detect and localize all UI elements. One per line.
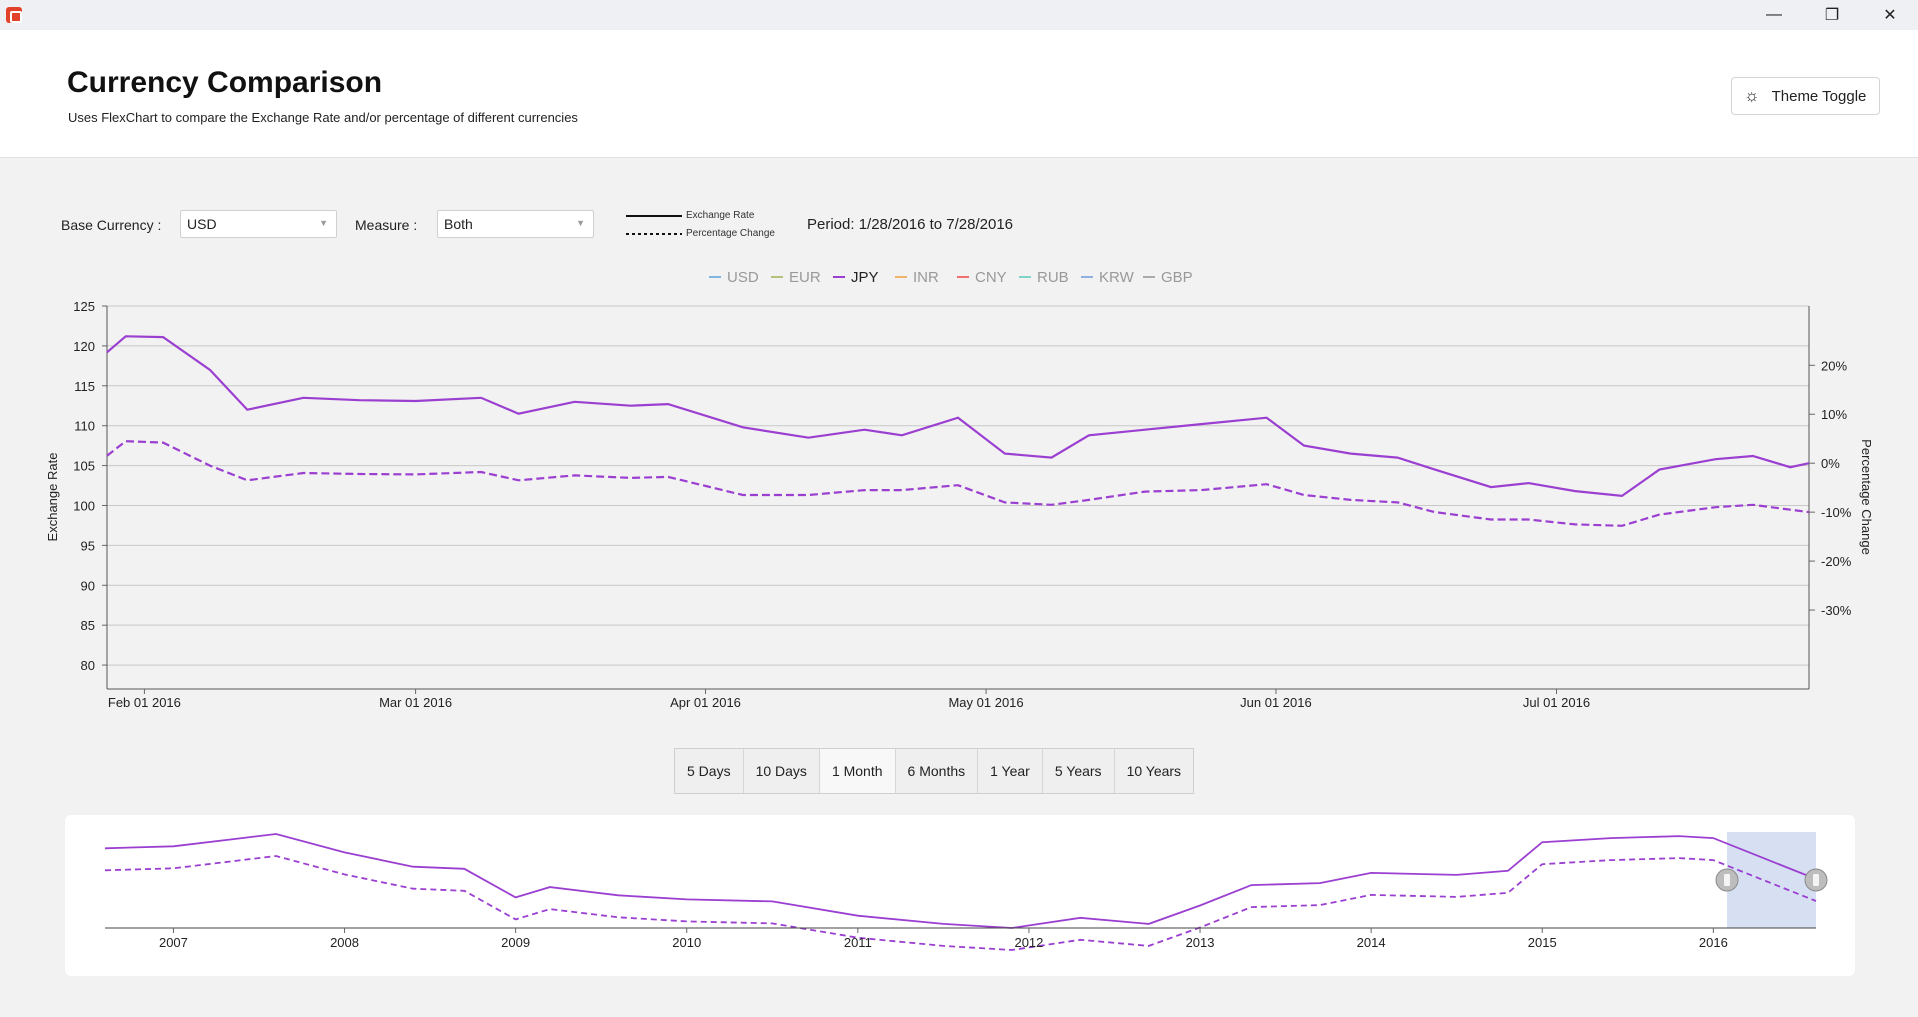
x-tick-label: Apr 01 2016	[670, 695, 741, 710]
y2-tick-label: 20%	[1821, 358, 1847, 373]
legend-label: RUB	[1037, 269, 1069, 286]
line-style-legend-swatches	[626, 215, 682, 235]
y-tick-label: 125	[73, 299, 95, 314]
y-tick-label: 115	[74, 379, 95, 394]
range-button-5-days[interactable]: 5 Days	[675, 749, 744, 793]
legend-label: JPY	[851, 269, 879, 286]
series-jpy-percentage-change-line	[106, 440, 1810, 527]
legend-item-gbp[interactable]: GBP	[1143, 269, 1193, 286]
legend-item-usd[interactable]: USD	[709, 269, 759, 286]
y-tick-label: 120	[73, 339, 95, 354]
sun-icon: ☼	[1744, 86, 1760, 105]
chevron-down-icon: ▼	[576, 218, 585, 228]
main-chart[interactable]: USD EUR JPY INR CNY RUB KRW GBP 125 120 115 110 105 1…	[0, 0, 1918, 720]
legend-item-inr[interactable]: INR	[895, 269, 939, 286]
window-titlebar: — ❐ ✕	[0, 0, 1918, 30]
restore-icon[interactable]: ❐	[1824, 7, 1840, 24]
theme-toggle-label: Theme Toggle	[1771, 87, 1867, 105]
range-button-10-years[interactable]: 10 Years	[1126, 763, 1182, 779]
range-button-6-months[interactable]: 6 Months	[896, 749, 979, 793]
theme-toggle-button[interactable]: ☼ Theme Toggle	[1731, 77, 1880, 115]
legend-percentage-change: Percentage Change	[686, 228, 775, 239]
x-tick-label: Jul 01 2016	[1523, 695, 1590, 710]
range-button-10-days[interactable]: 10 Days	[744, 749, 820, 793]
legend-label: GBP	[1161, 269, 1193, 286]
legend-label: USD	[727, 269, 759, 286]
measure-label: Measure :	[355, 217, 418, 233]
chevron-down-icon: ▼	[319, 218, 328, 228]
y-tick-label: 100	[73, 498, 95, 513]
legend-item-rub[interactable]: RUB	[1019, 269, 1069, 286]
legend-label: EUR	[789, 269, 821, 286]
measure-select[interactable]: Both ▼	[437, 210, 594, 238]
legend-item-eur[interactable]: EUR	[771, 269, 821, 286]
y-tick-label: 110	[74, 419, 95, 434]
base-currency-value: USD	[187, 216, 217, 232]
page-subtitle: Uses FlexChart to compare the Exchange R…	[68, 110, 578, 125]
page-header: Currency Comparison Uses FlexChart to co…	[0, 30, 1918, 158]
minimize-icon[interactable]: —	[1766, 6, 1782, 23]
legend-item-krw[interactable]: KRW	[1081, 269, 1135, 286]
navigator-panel	[65, 815, 1855, 976]
x-tick-label: Feb 01 2016	[108, 695, 181, 710]
legend-label: CNY	[975, 269, 1007, 286]
legend-item-jpy[interactable]: JPY	[833, 269, 879, 286]
app-icon	[6, 7, 22, 23]
y-tick-label: 90	[81, 578, 95, 593]
y2-tick-label: 10%	[1821, 407, 1847, 422]
chart-gridlines	[107, 305, 1809, 666]
y2-tick-label: -10%	[1821, 505, 1852, 520]
legend-item-cny[interactable]: CNY	[957, 269, 1007, 286]
x-tick-label: Jun 01 2016	[1240, 695, 1312, 710]
range-button-group: 5 Days 10 Days 1 Month 6 Months 1 Year 5 Year…	[674, 748, 1195, 794]
range-button-5-years[interactable]: 5 Years	[1043, 749, 1115, 793]
x-tick-label: Mar 01 2016	[379, 695, 452, 710]
y-tick-label: 105	[73, 459, 95, 474]
base-currency-select[interactable]: USD ▼	[180, 210, 337, 238]
page-title: Currency Comparison	[67, 66, 383, 99]
y2-tick-label: 0%	[1821, 456, 1840, 471]
y2-tick-label: -30%	[1821, 603, 1852, 618]
y2-tick-label: -20%	[1821, 554, 1852, 569]
y-tick-label: 80	[81, 658, 95, 673]
x-tick-label: May 01 2016	[948, 695, 1023, 710]
period-text: Period: 1/28/2016 to 7/28/2016	[807, 216, 1014, 233]
measure-value: Both	[444, 216, 473, 232]
base-currency-label: Base Currency :	[61, 217, 162, 233]
close-icon[interactable]: ✕	[1883, 7, 1897, 24]
y2-axis-title: Percentage Change	[1859, 439, 1874, 555]
y-tick-label: 85	[81, 618, 95, 633]
range-button-1-year[interactable]: 1 Year	[978, 749, 1043, 793]
series-jpy-exchange-rate-line	[106, 335, 1810, 498]
legend-label: INR	[913, 269, 939, 286]
legend-label: KRW	[1099, 269, 1135, 286]
y-tick-label: 95	[81, 538, 95, 553]
range-button-1-month[interactable]: 1 Month	[819, 749, 896, 793]
legend-exchange-rate: Exchange Rate	[686, 210, 755, 221]
y-axis-title: Exchange Rate	[45, 453, 60, 542]
